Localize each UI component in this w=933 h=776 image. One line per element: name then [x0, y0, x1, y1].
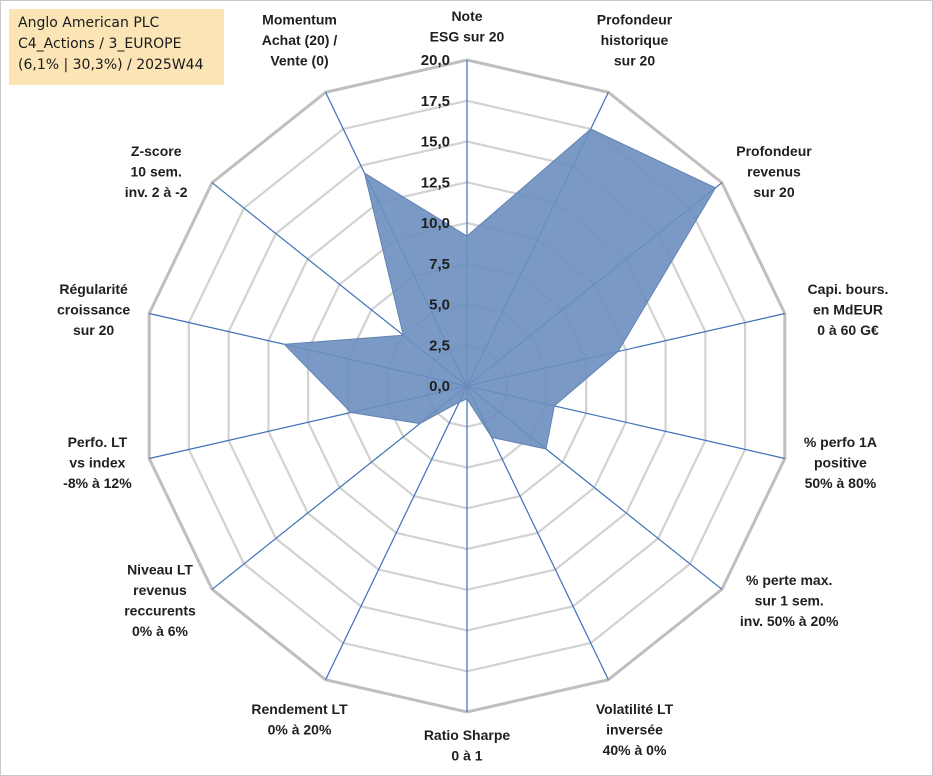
- axis-label: Note ESG sur 20: [430, 8, 505, 45]
- stock-info-box: Anglo American PLC C4_Actions / 3_EUROPE…: [9, 9, 224, 85]
- axis-label: Z-score 10 sem. inv. 2 à -2: [125, 143, 188, 200]
- tick-label: 20,0: [421, 52, 450, 69]
- axis-label: Capi. bours. en MdEUR 0 à 60 G€: [808, 281, 889, 338]
- radar-series: [283, 128, 717, 450]
- axis-label: Perfo. LT vs index -8% à 12%: [63, 434, 132, 491]
- stock-name: Anglo American PLC: [18, 15, 160, 31]
- tick-label: 0,0: [429, 378, 450, 395]
- tick-label: 5,0: [429, 297, 450, 314]
- axis-label: Profondeur revenus sur 20: [736, 143, 812, 200]
- axis-label: Régularité croissance sur 20: [57, 281, 130, 338]
- series-area: [283, 128, 717, 450]
- axis-label: % perfo 1A positive 50% à 80%: [804, 434, 877, 491]
- axis-label: % perte max. sur 1 sem. inv. 50% à 20%: [740, 572, 839, 629]
- axis-label: Rendement LT 0% à 20%: [251, 701, 348, 738]
- axis-label: Volatilité LT inversée 40% à 0%: [596, 701, 674, 758]
- axis-spoke: [325, 385, 468, 680]
- tick-label: 2,5: [429, 337, 450, 354]
- stock-stats: (6,1% | 30,3%) / 2025W44: [18, 57, 204, 73]
- tick-label: 17,5: [421, 93, 450, 110]
- axis-label: Niveau LT revenus reccurents 0% à 6%: [124, 562, 196, 640]
- tick-label: 7,5: [429, 256, 450, 273]
- tick-label: 10,0: [421, 215, 450, 232]
- stock-category: C4_Actions / 3_EUROPE: [18, 36, 182, 52]
- axis-label: Profondeur historique sur 20: [597, 12, 673, 69]
- tick-label: 12,5: [421, 174, 450, 191]
- radar-tick-labels: 0,0 2,5 5,0 7,5 10,0 12,5 15,0 17,5 20,0: [421, 52, 450, 395]
- axis-label: Ratio Sharpe 0 à 1: [424, 727, 511, 764]
- axis-label: Momentum Achat (20) / Vente (0): [262, 12, 338, 69]
- tick-label: 15,0: [421, 134, 450, 151]
- radar-axis-labels: Note ESG sur 20 Profondeur historique sur 20…: [57, 8, 888, 764]
